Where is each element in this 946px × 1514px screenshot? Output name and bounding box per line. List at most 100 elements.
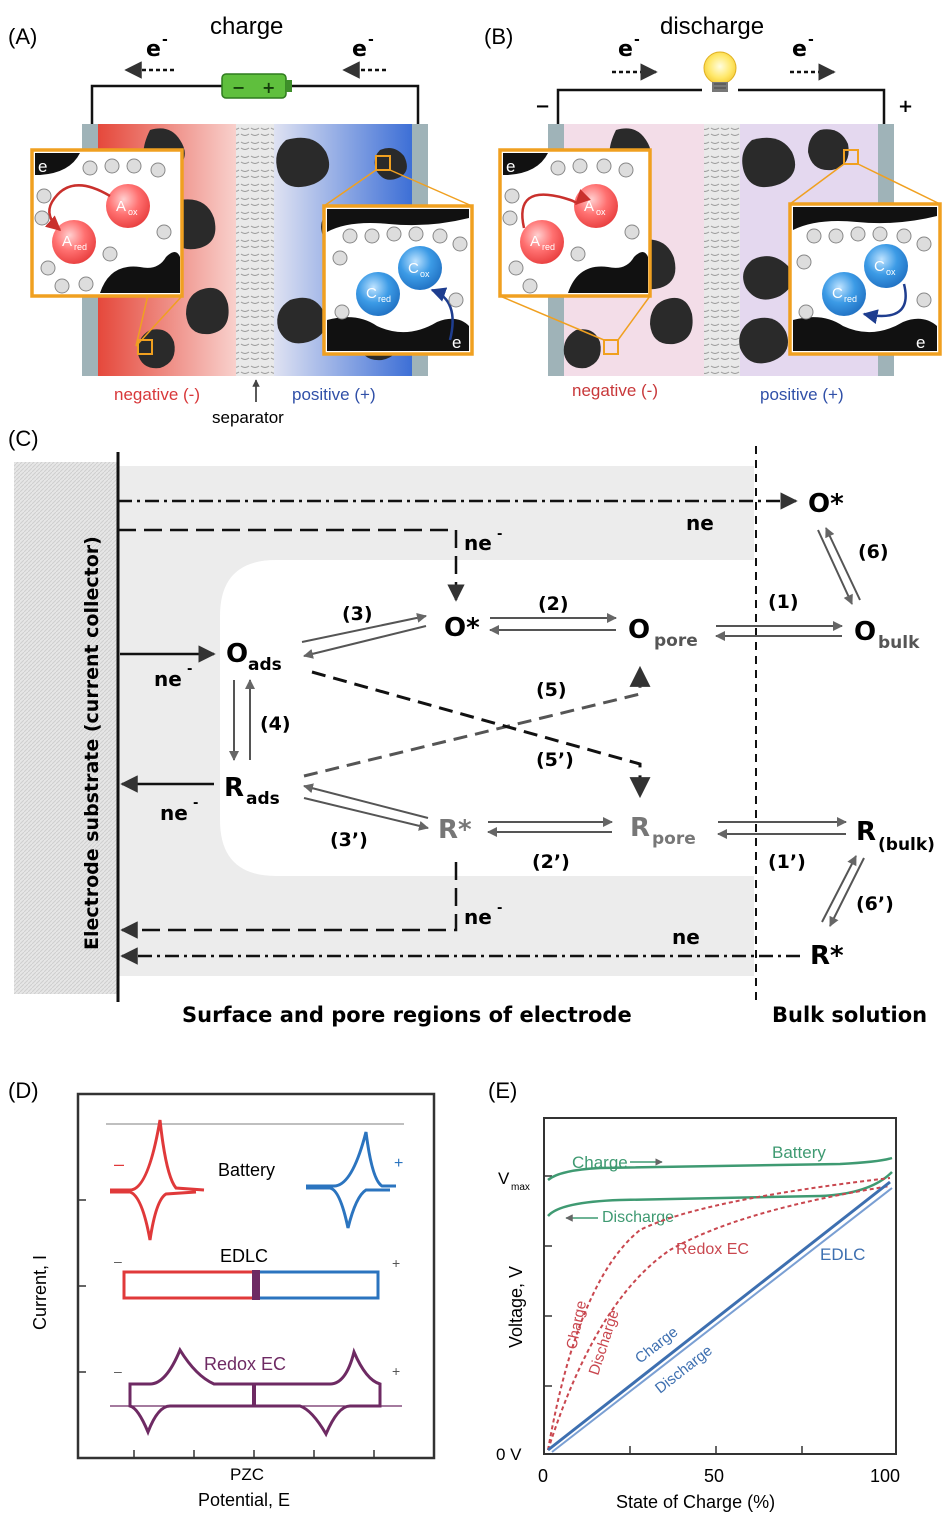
step-6: (6) — [858, 541, 889, 563]
step-2-prime: (2’) — [532, 851, 570, 873]
arrow-5-prime — [311, 670, 651, 799]
inset-a-left-red: A — [62, 233, 72, 250]
species-a-ox — [106, 184, 150, 228]
arrow-3-forward — [301, 612, 427, 643]
inset-a-left-e: e — [38, 157, 47, 176]
battery-charge-label: Charge — [572, 1153, 628, 1172]
species-r-star: R* — [438, 815, 472, 845]
inset-a-right-ox: C — [408, 260, 419, 277]
panel-a-title: charge — [210, 13, 283, 40]
step-5-prime: (5’) — [536, 749, 574, 771]
arrow-6p-back — [821, 855, 857, 923]
electron-label-a-left: e — [146, 37, 161, 62]
y-axis-label-d: Current, I — [30, 1255, 50, 1330]
species-r-pore-sub: pore — [652, 829, 696, 849]
species-o-pore: O — [628, 615, 650, 645]
step-1: (1) — [768, 591, 799, 613]
species-r-ads-sub: ads — [246, 789, 280, 809]
ion-glyphs-b-right — [796, 226, 932, 320]
battery-discharge-label: Discharge — [602, 1209, 674, 1226]
inset-a-right-e: e — [452, 333, 461, 352]
edlc-plus: + — [392, 1255, 400, 1271]
zero-v-label: 0 V — [496, 1445, 522, 1464]
species-r-star-bulk: R* — [810, 941, 844, 971]
redox-discharge-curve — [547, 1185, 891, 1451]
x-ticks-e — [629, 1446, 803, 1454]
battery-label-d: Battery — [218, 1160, 275, 1180]
inset-a-right: C ox C red e — [322, 204, 474, 356]
ne-o-ads-sup: - — [187, 662, 192, 677]
oxidation-arrow-b — [521, 189, 591, 229]
inset-source-a-left — [137, 339, 153, 355]
y-ticks-e — [544, 1175, 552, 1387]
panel-b-title: discharge — [660, 13, 764, 40]
x-axis-label-d: Potential, E — [198, 1490, 290, 1510]
inset-b-left-red: A — [530, 233, 540, 250]
edlc-label-e: EDLC — [820, 1245, 865, 1264]
electron-label-b-left: e — [618, 37, 633, 62]
panel-a: (A) charge − + e - e - — [8, 13, 474, 427]
circuit-wire-a — [90, 84, 420, 124]
label-positive-b: positive (+) — [760, 385, 844, 404]
species-o-ads: O — [226, 639, 248, 669]
ion-glyphs-a-left — [34, 158, 172, 294]
ne-o-ads: ne — [154, 667, 182, 691]
inset-b-right-red-sub: red — [844, 294, 857, 304]
edlc-junction — [252, 1270, 260, 1300]
battery-charge-curve — [547, 1156, 893, 1182]
inset-b-left: A ox A red e — [498, 148, 652, 298]
step-1-prime: (1’) — [768, 851, 806, 873]
species-o-bulk-sub: bulk — [878, 633, 920, 653]
plot-frame-e — [543, 1117, 897, 1455]
label-negative-a: negative (-) — [114, 385, 200, 404]
electrode-substrate — [14, 462, 118, 994]
species-c-red-b — [822, 272, 866, 316]
ion-glyphs-a-right — [332, 226, 468, 320]
redox-label-e: Redox EC — [676, 1241, 749, 1258]
step-3-prime: (3’) — [330, 829, 368, 851]
electron-sup-a-right: - — [368, 32, 374, 48]
battery-plus: + — [262, 78, 275, 97]
inset-a-right-red: C — [366, 285, 377, 302]
panel-c-letter: (C) — [8, 426, 39, 451]
ne-top-sup: - — [497, 527, 502, 542]
x-tick-pzc: PZC — [230, 1465, 264, 1484]
separator-a — [236, 124, 274, 376]
species-a-red — [52, 220, 96, 264]
reduction-arrow-a — [44, 184, 111, 231]
step-5: (5) — [536, 679, 567, 701]
inset-b-left-ox-sub: ox — [596, 207, 606, 217]
ne-r-ads-sup: - — [193, 796, 198, 811]
x-ticks-d — [133, 1450, 375, 1458]
redox-minus: – — [114, 1363, 122, 1379]
electron-sup-a-left: - — [162, 32, 168, 48]
edlc-charge-curve — [547, 1180, 891, 1452]
electron-sup-b-right: - — [808, 32, 814, 48]
inset-b-left-red-sub: red — [542, 242, 555, 252]
species-c-ox — [398, 246, 442, 290]
step-2: (2) — [538, 593, 569, 615]
step-3: (3) — [342, 603, 373, 625]
inset-source-a-right — [375, 155, 391, 171]
ne-bottom-right: ne — [672, 925, 700, 949]
species-r-bulk-sub: (bulk) — [878, 835, 935, 855]
inset-b-right-ox-sub: ox — [886, 267, 896, 277]
inset-a-left-ox: A — [116, 198, 126, 215]
panel-b-letter: (B) — [484, 24, 513, 49]
light-bulb-icon — [703, 51, 737, 92]
species-o-star: O* — [444, 613, 480, 643]
species-o-pore-sub: pore — [654, 631, 698, 651]
substrate-label: Electrode substrate (current collector) — [81, 536, 103, 950]
panel-d-letter: (D) — [8, 1078, 39, 1103]
ne-top-right: ne — [686, 511, 714, 535]
step-4: (4) — [260, 713, 291, 735]
oxidation-arrow-a — [430, 287, 454, 341]
battery-discharge-curve — [547, 1171, 893, 1217]
terminal-minus-b: − — [535, 96, 550, 117]
arrow-6-forward — [817, 529, 853, 605]
species-a-red-b — [520, 220, 564, 264]
inset-connector-b-left-2 — [617, 295, 651, 341]
inset-connector-b-left — [499, 295, 605, 341]
vmax-sub: max — [511, 1182, 530, 1193]
